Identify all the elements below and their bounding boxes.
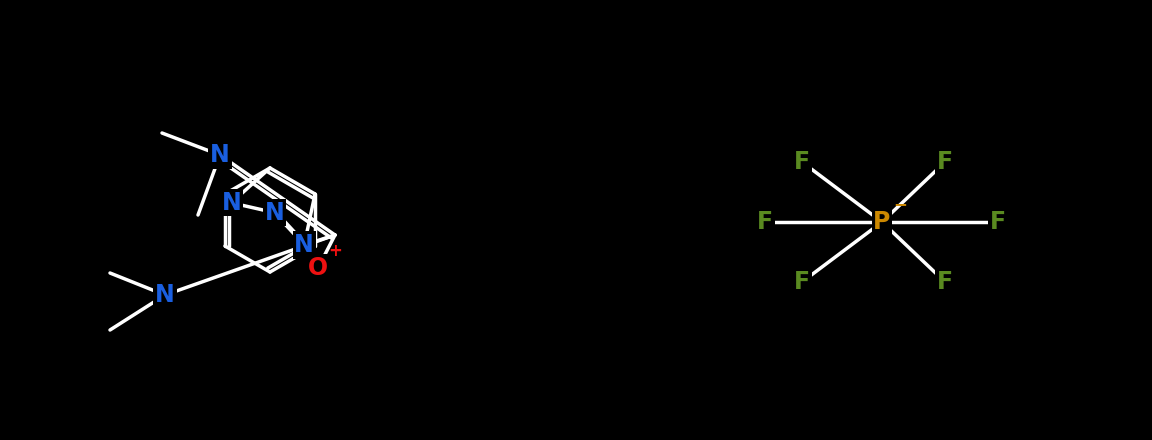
Text: F: F: [757, 210, 773, 234]
Text: O: O: [308, 256, 328, 280]
Text: F: F: [794, 150, 810, 174]
Text: +: +: [328, 242, 342, 260]
Text: N: N: [210, 143, 230, 167]
Text: N: N: [156, 283, 175, 307]
Text: F: F: [937, 270, 953, 294]
Text: N: N: [265, 201, 285, 224]
Text: F: F: [794, 270, 810, 294]
Text: F: F: [990, 210, 1006, 234]
Text: P: P: [873, 210, 890, 234]
Text: F: F: [937, 150, 953, 174]
Text: −: −: [893, 195, 907, 213]
Text: N: N: [221, 191, 241, 215]
Text: N: N: [295, 233, 314, 257]
